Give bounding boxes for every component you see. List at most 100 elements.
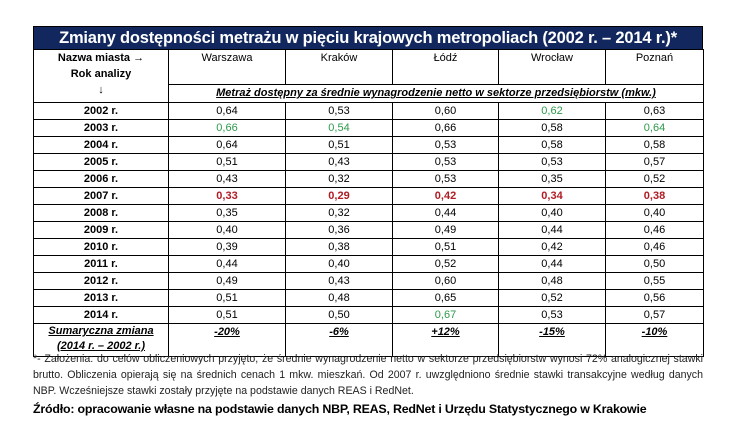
value-cell: 0,60 [392, 272, 499, 290]
value-cell: 0,32 [285, 170, 393, 188]
table-row: 2011 r. 0,44 0,40 0,52 0,44 0,50 [33, 255, 704, 273]
year-cell: 2007 r. [33, 187, 169, 205]
value-cell: 0,43 [168, 170, 286, 188]
value-cell: 0,44 [168, 255, 286, 273]
value-cell: 0,67 [392, 306, 499, 324]
value-cell: 0,53 [392, 170, 499, 188]
value-cell: 0,52 [605, 170, 704, 188]
value-cell: 0,49 [392, 221, 499, 239]
value-cell: 0,38 [285, 238, 393, 256]
year-cell: 2014 r. [33, 306, 169, 324]
value-cell: 0,53 [498, 153, 606, 171]
value-cell: 0,58 [498, 136, 606, 154]
year-cell: 2002 r. [33, 102, 169, 120]
summary-label-line2: (2014 r. – 2002 r.) [56, 340, 146, 352]
value-cell: 0,29 [285, 187, 393, 205]
table-subtitle: Metraż dostępny za średnie wynagrodzenie… [168, 84, 704, 103]
year-cell: 2008 r. [33, 204, 169, 222]
city-header-krakow: Kraków [285, 49, 393, 85]
value-cell: 0,54 [285, 119, 393, 137]
value-cell: 0,51 [168, 289, 286, 307]
source-note: Źródło: opracowanie własne na podstawie … [33, 402, 647, 416]
city-header-warszawa: Warszawa [168, 49, 286, 85]
value-cell: 0,66 [168, 119, 286, 137]
value-cell: 0,52 [392, 255, 499, 273]
value-cell: 0,49 [168, 272, 286, 290]
value-cell: 0,52 [498, 289, 606, 307]
value-cell: 0,40 [168, 221, 286, 239]
value-cell: 0,57 [605, 306, 704, 324]
value-cell: 0,34 [498, 187, 606, 205]
value-cell: 0,58 [605, 136, 704, 154]
value-cell: 0,62 [498, 102, 606, 120]
value-cell: 0,32 [285, 204, 393, 222]
value-cell: 0,60 [392, 102, 499, 120]
corner-year-label: Rok analizy [70, 68, 132, 80]
arrow-down-icon: ↓ [98, 84, 104, 96]
table-row: 2009 r. 0,40 0,36 0,49 0,44 0,46 [33, 221, 704, 239]
value-cell: 0,44 [392, 204, 499, 222]
value-cell: 0,51 [168, 306, 286, 324]
year-cell: 2005 r. [33, 153, 169, 171]
value-cell: 0,63 [605, 102, 704, 120]
value-cell: 0,40 [285, 255, 393, 273]
table-row: 2007 r. 0,33 0,29 0,42 0,34 0,38 [33, 187, 704, 205]
value-cell: 0,57 [605, 153, 704, 171]
value-cell: 0,40 [605, 204, 704, 222]
value-cell: 0,44 [498, 221, 606, 239]
value-cell: 0,42 [498, 238, 606, 256]
value-cell: 0,43 [285, 272, 393, 290]
corner-city-label: Nazwa miasta → [57, 52, 145, 64]
year-cell: 2011 r. [33, 255, 169, 273]
summary-label-line1: Sumaryczna zmiana [48, 325, 154, 337]
table-row: 2010 r. 0,39 0,38 0,51 0,42 0,46 [33, 238, 704, 256]
value-cell: 0,36 [285, 221, 393, 239]
value-cell: 0,42 [392, 187, 499, 205]
value-cell: 0,48 [498, 272, 606, 290]
summary-value: -10% [605, 323, 704, 357]
table-row: 2006 r. 0,43 0,32 0,53 0,35 0,52 [33, 170, 704, 188]
value-cell: 0,46 [605, 221, 704, 239]
table-title: Zmiany dostępności metrażu w pięciu kraj… [33, 26, 703, 49]
summary-value: -15% [498, 323, 606, 357]
value-cell: 0,64 [168, 102, 286, 120]
value-cell: 0,48 [285, 289, 393, 307]
value-cell: 0,55 [605, 272, 704, 290]
value-cell: 0,53 [285, 102, 393, 120]
value-cell: 0,40 [498, 204, 606, 222]
city-header-poznan: Poznań [605, 49, 704, 85]
summary-value: +12% [392, 323, 499, 357]
value-cell: 0,64 [605, 119, 704, 137]
value-cell: 0,46 [605, 238, 704, 256]
table-row: 2002 r. 0,64 0,53 0,60 0,62 0,63 [33, 102, 704, 120]
value-cell: 0,65 [392, 289, 499, 307]
table-row: 2014 r. 0,51 0,50 0,67 0,53 0,57 [33, 306, 704, 324]
table-row: 2012 r. 0,49 0,43 0,60 0,48 0,55 [33, 272, 704, 290]
header-row: Nazwa miasta → Rok analizy ↓ Warszawa Kr… [33, 49, 704, 103]
value-cell: 0,53 [392, 136, 499, 154]
footnote: *- Założenia: do celów obliczeniowych pr… [33, 353, 703, 397]
value-cell: 0,51 [168, 153, 286, 171]
year-cell: 2003 r. [33, 119, 169, 137]
value-cell: 0,44 [498, 255, 606, 273]
city-header-wroclaw: Wrocław [498, 49, 606, 85]
value-cell: 0,66 [392, 119, 499, 137]
value-cell: 0,51 [285, 136, 393, 154]
value-cell: 0,64 [168, 136, 286, 154]
year-cell: 2006 r. [33, 170, 169, 188]
value-cell: 0,38 [605, 187, 704, 205]
value-cell: 0,35 [498, 170, 606, 188]
value-cell: 0,58 [498, 119, 606, 137]
year-cell: 2004 r. [33, 136, 169, 154]
value-cell: 0,35 [168, 204, 286, 222]
corner-header: Nazwa miasta → Rok analizy ↓ [33, 49, 169, 103]
summary-value: -6% [285, 323, 393, 357]
value-cell: 0,50 [285, 306, 393, 324]
summary-row: Sumaryczna zmiana (2014 r. – 2002 r.) -20%… [33, 323, 704, 357]
value-cell: 0,39 [168, 238, 286, 256]
table-row: 2008 r. 0,35 0,32 0,44 0,40 0,40 [33, 204, 704, 222]
year-cell: 2010 r. [33, 238, 169, 256]
value-cell: 0,53 [498, 306, 606, 324]
city-header-lodz: Łódź [392, 49, 499, 85]
year-cell: 2009 r. [33, 221, 169, 239]
